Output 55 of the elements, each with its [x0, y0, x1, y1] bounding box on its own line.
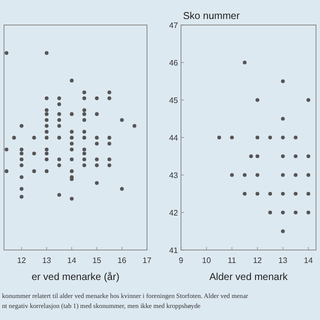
x-axis-title: er ved menarke (år)	[32, 271, 120, 283]
point	[230, 136, 234, 140]
y-tick-label: 44	[169, 134, 179, 142]
point	[268, 192, 272, 196]
point	[306, 98, 310, 102]
point	[280, 154, 285, 158]
x-tick-label: 17	[142, 256, 152, 265]
point	[256, 98, 260, 102]
x-tick-label: 10	[202, 256, 212, 265]
x-tick-label: 14	[67, 256, 77, 265]
point	[280, 173, 285, 177]
x-tick-label: 9	[178, 256, 184, 265]
point	[256, 192, 260, 196]
y-tick-label: 43	[169, 171, 179, 180]
point	[294, 210, 298, 214]
point	[306, 154, 310, 158]
point	[294, 136, 298, 140]
point	[280, 136, 285, 140]
x-tick-label: 12	[17, 256, 27, 265]
y-tick-label: 45	[169, 96, 179, 105]
point	[242, 60, 247, 64]
point	[230, 173, 234, 177]
y-tick-label: 47	[169, 21, 179, 30]
y-tick-label: 41	[169, 246, 179, 255]
point	[280, 210, 285, 214]
point	[280, 116, 285, 121]
point	[306, 173, 310, 177]
point	[280, 79, 285, 84]
point	[280, 229, 285, 234]
x-tick-label: 13	[278, 256, 288, 265]
point	[294, 173, 298, 177]
point	[306, 210, 310, 214]
point	[268, 210, 272, 214]
point	[256, 136, 260, 140]
x-tick-label: 13	[42, 256, 52, 265]
point	[294, 192, 298, 196]
point	[249, 154, 253, 158]
y-tick-label: 42	[169, 208, 179, 218]
y-axis-title: Sko nummer	[183, 11, 240, 22]
point	[242, 173, 247, 177]
x-tick-label: 14	[304, 256, 314, 265]
point	[280, 192, 285, 196]
point	[256, 173, 260, 177]
x-tick-label: 11	[228, 256, 237, 265]
x-axis-title: Alder ved menark	[209, 272, 289, 283]
point	[294, 154, 298, 158]
point	[217, 136, 222, 140]
point	[256, 154, 260, 158]
point	[242, 192, 247, 196]
x-tick-label: 15	[92, 256, 102, 265]
x-tick-label: 16	[117, 256, 127, 265]
x-tick-label: 12	[252, 256, 262, 265]
point	[306, 192, 310, 196]
y-tick-label: 46	[169, 58, 179, 68]
point	[268, 136, 272, 140]
